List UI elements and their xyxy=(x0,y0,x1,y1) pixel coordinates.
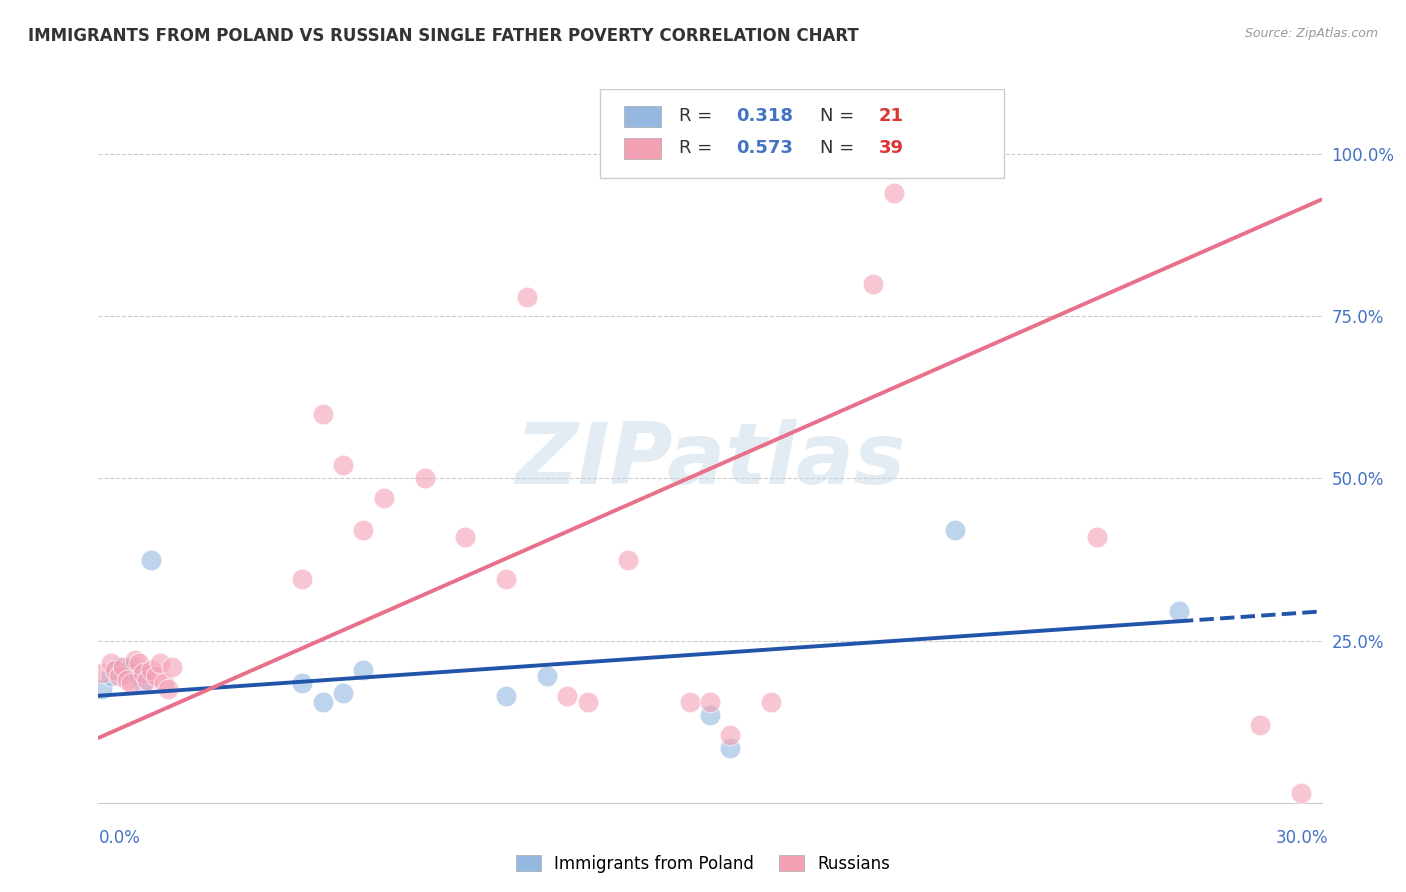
Point xyxy=(115,673,138,687)
Bar xyxy=(624,137,661,159)
Point xyxy=(1249,718,1271,732)
Text: N =: N = xyxy=(820,139,860,157)
Point xyxy=(373,491,395,505)
Text: 30.0%: 30.0% xyxy=(1277,829,1329,847)
Text: 0.318: 0.318 xyxy=(735,107,793,125)
Point xyxy=(111,659,134,673)
Point xyxy=(862,277,884,291)
Point xyxy=(108,669,131,683)
Point xyxy=(100,669,122,683)
Point xyxy=(516,290,538,304)
Point xyxy=(761,695,783,709)
Text: R =: R = xyxy=(679,139,718,157)
Text: 39: 39 xyxy=(879,139,904,157)
Point xyxy=(413,471,436,485)
Point xyxy=(120,675,142,690)
Point xyxy=(124,653,146,667)
Point xyxy=(141,552,163,566)
Point xyxy=(720,728,742,742)
Point xyxy=(495,689,517,703)
Point xyxy=(454,530,477,544)
Point xyxy=(115,663,138,677)
Point xyxy=(312,407,335,421)
Point xyxy=(141,663,163,677)
Point xyxy=(160,659,183,673)
Point xyxy=(124,666,146,681)
Text: 0.573: 0.573 xyxy=(735,139,793,157)
Point xyxy=(91,682,114,697)
Legend: Immigrants from Poland, Russians: Immigrants from Poland, Russians xyxy=(509,848,897,880)
Bar xyxy=(624,105,661,127)
Point xyxy=(332,685,354,699)
Point xyxy=(883,186,905,200)
Text: ZIPatlas: ZIPatlas xyxy=(515,418,905,502)
FancyBboxPatch shape xyxy=(600,89,1004,178)
Point xyxy=(156,682,179,697)
Point xyxy=(699,695,721,709)
Point xyxy=(120,659,142,673)
Point xyxy=(128,669,150,683)
Point xyxy=(108,659,131,673)
Text: R =: R = xyxy=(679,107,718,125)
Point xyxy=(495,572,517,586)
Point xyxy=(136,673,159,687)
Point xyxy=(152,675,174,690)
Point xyxy=(132,666,155,681)
Point xyxy=(903,147,925,161)
Point xyxy=(352,524,374,538)
Point xyxy=(145,669,167,683)
Point xyxy=(720,740,742,755)
Point xyxy=(536,669,558,683)
Point xyxy=(149,657,172,671)
Point xyxy=(132,675,155,690)
Point xyxy=(104,663,127,677)
Point xyxy=(617,552,640,566)
Point xyxy=(1167,604,1189,618)
Point xyxy=(352,663,374,677)
Point xyxy=(312,695,335,709)
Point xyxy=(943,524,966,538)
Point xyxy=(111,666,134,681)
Text: 0.0%: 0.0% xyxy=(98,829,141,847)
Point xyxy=(699,708,721,723)
Point xyxy=(291,675,314,690)
Point xyxy=(679,695,702,709)
Text: N =: N = xyxy=(820,107,860,125)
Point xyxy=(1291,786,1313,800)
Text: IMMIGRANTS FROM POLAND VS RUSSIAN SINGLE FATHER POVERTY CORRELATION CHART: IMMIGRANTS FROM POLAND VS RUSSIAN SINGLE… xyxy=(28,27,859,45)
Point xyxy=(576,695,599,709)
Point xyxy=(100,657,122,671)
Point xyxy=(332,458,354,473)
Text: 21: 21 xyxy=(879,107,904,125)
Text: Source: ZipAtlas.com: Source: ZipAtlas.com xyxy=(1244,27,1378,40)
Point xyxy=(128,657,150,671)
Point xyxy=(104,663,127,677)
Point xyxy=(291,572,314,586)
Point xyxy=(557,689,579,703)
Point xyxy=(1085,530,1108,544)
Point xyxy=(91,666,114,681)
